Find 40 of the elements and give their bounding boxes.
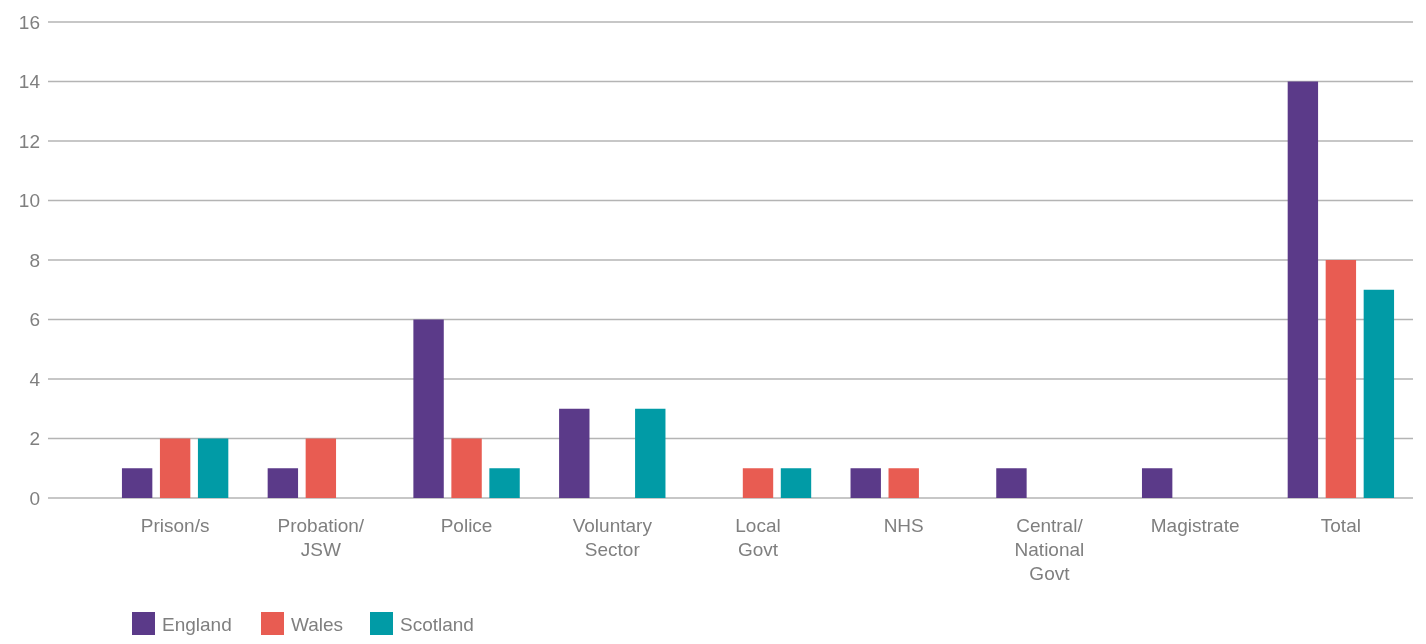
x-tick-label: Probation/JSW [277,515,365,560]
bar [888,468,919,498]
x-tick-label: Local Govt [735,515,781,560]
bar [451,438,482,498]
y-tick-label: 2 [29,428,40,450]
x-tick-label: Voluntary Sector [572,515,653,560]
legend-label: Wales [291,614,344,635]
bar [1363,289,1395,498]
legend-label: Scotland [400,614,474,635]
bar [1325,260,1357,498]
bar [780,468,812,498]
bar [996,468,1027,498]
legend-label: England [162,614,232,635]
bar [850,468,881,498]
bar [267,468,299,498]
bar [305,438,337,498]
bar [413,319,444,498]
bar [489,468,520,498]
y-tick-label: 12 [18,130,40,152]
x-tick-label: Prison/s [140,515,210,536]
bar [742,468,774,498]
x-tick-label: Central/National Govt [1014,515,1085,584]
x-tick-label: Police [440,515,493,536]
bar [635,408,666,498]
bar [197,438,229,498]
bar [559,408,590,498]
y-tick-label: 6 [29,309,40,331]
x-tick-label: Magistrate [1150,515,1240,536]
y-tick-label: 10 [18,190,40,212]
x-tick-label: NHS [883,515,924,536]
y-tick-label: 0 [29,487,40,509]
bar [121,468,153,498]
bar [1287,81,1319,498]
y-tick-label: 14 [18,71,41,93]
bar [159,438,191,498]
y-tick-label: 16 [18,11,40,33]
y-tick-label: 4 [29,368,41,390]
bar [1141,468,1173,498]
x-tick-label: Total [1320,515,1361,536]
y-tick-label: 8 [29,249,40,271]
